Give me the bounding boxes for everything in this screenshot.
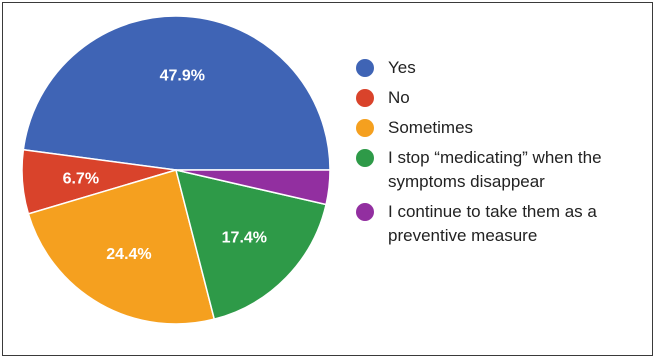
- legend-item-0: Yes: [356, 56, 656, 80]
- legend-item-4: I continue to take them as a preventive m…: [356, 200, 656, 248]
- legend-label-line: Yes: [388, 58, 416, 77]
- legend-label-line: Sometimes: [388, 118, 474, 137]
- pie-slice-3: [174, 168, 327, 321]
- legend-swatch-3: [356, 149, 374, 167]
- legend-label-line: I stop “medicating” when the: [388, 148, 602, 167]
- legend-swatch-0: [356, 59, 374, 77]
- pie-slice-0: [22, 15, 331, 171]
- legend-item-2: Sometimes: [356, 116, 656, 140]
- slice-label-2: 24.4%: [106, 246, 151, 263]
- legend: Yes No Sometimes I stop “medicating” when t…: [356, 56, 656, 254]
- legend-label-line: symptoms disappear: [388, 172, 545, 191]
- legend-item-1: No: [356, 86, 656, 110]
- pie-slices: [21, 15, 331, 325]
- pie-slice-2: [27, 169, 216, 325]
- legend-swatch-4: [356, 203, 374, 221]
- pie-slice-4: [175, 169, 331, 206]
- legend-label-line: I continue to take them as a: [388, 202, 597, 221]
- legend-swatch-1: [356, 89, 374, 107]
- slice-label-3: 17.4%: [222, 230, 267, 247]
- legend-swatch-2: [356, 119, 374, 137]
- pie-slice-labels: 47.9% 6.7% 24.4% 17.4%: [63, 68, 267, 263]
- legend-label-line: preventive measure: [388, 226, 538, 245]
- legend-label-line: No: [388, 88, 410, 107]
- slice-label-1: 6.7%: [63, 170, 99, 187]
- slice-label-0: 47.9%: [160, 68, 205, 85]
- legend-item-3: I stop “medicating” when the symptoms dis…: [356, 146, 656, 194]
